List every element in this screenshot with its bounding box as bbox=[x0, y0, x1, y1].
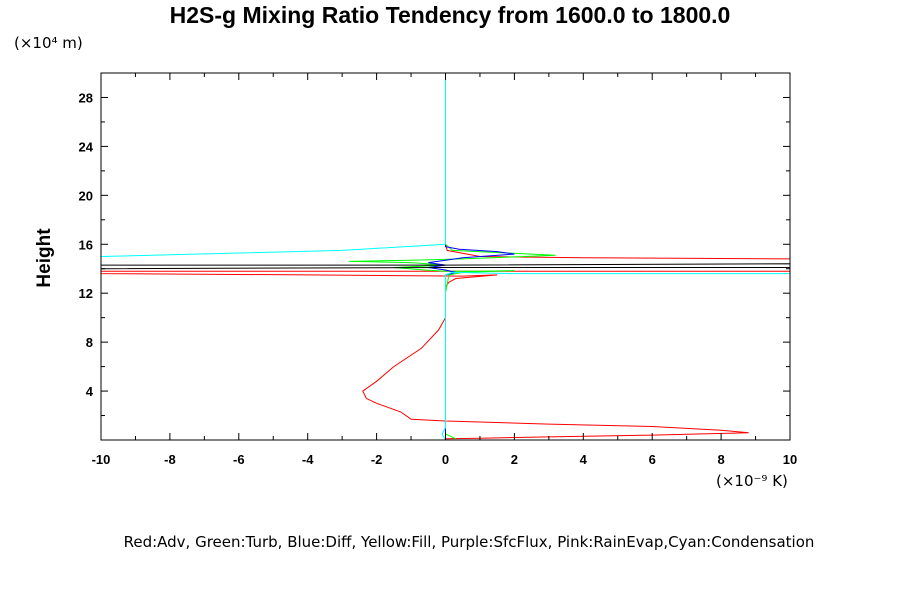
y-axis-units: (×10⁴ m) bbox=[14, 34, 83, 52]
y-tick-label: 4 bbox=[86, 384, 94, 399]
x-tick-label: 4 bbox=[580, 452, 588, 467]
x-tick-label: 10 bbox=[783, 452, 797, 467]
series-line-0 bbox=[101, 73, 790, 440]
chart-title: H2S-g Mixing Ratio Tendency from 1600.0 … bbox=[169, 2, 731, 28]
x-axis-units: (×10⁻⁹ K) bbox=[716, 472, 788, 490]
y-tick-label: 24 bbox=[79, 139, 94, 154]
x-tick-label: -2 bbox=[371, 452, 383, 467]
x-tick-label: 2 bbox=[511, 452, 518, 467]
x-tick-label: 8 bbox=[717, 452, 724, 467]
x-tick-label: -8 bbox=[164, 452, 176, 467]
y-tick-label: 8 bbox=[86, 335, 93, 350]
legend-text: Red:Adv, Green:Turb, Blue:Diff, Yellow:F… bbox=[123, 533, 815, 551]
y-tick-label: 20 bbox=[79, 188, 93, 203]
x-tick-label: -10 bbox=[92, 452, 111, 467]
x-tick-label: 0 bbox=[442, 452, 449, 467]
series-layer bbox=[101, 73, 790, 440]
x-tick-label: -4 bbox=[302, 452, 314, 467]
series-line-4 bbox=[101, 73, 446, 257]
y-axis-label: Height bbox=[34, 228, 55, 288]
y-tick-label: 16 bbox=[79, 237, 93, 252]
x-tick-label: -6 bbox=[233, 452, 245, 467]
y-tick-label: 28 bbox=[79, 90, 93, 105]
x-tick-label: 6 bbox=[649, 452, 656, 467]
series-line-5 bbox=[441, 271, 790, 440]
series-line-3 bbox=[101, 263, 790, 270]
series-line-1 bbox=[348, 73, 556, 440]
y-tick-label: 12 bbox=[79, 286, 93, 301]
